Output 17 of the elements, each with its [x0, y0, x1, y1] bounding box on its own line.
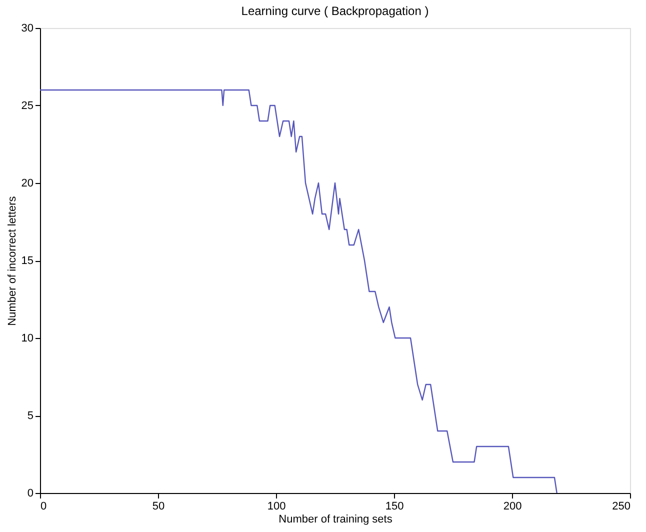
x-tick-label: 150 [385, 500, 404, 512]
y-tick-label: 20 [21, 178, 34, 190]
y-tick-label: 15 [21, 255, 34, 267]
y-tick-label: 25 [21, 100, 34, 112]
x-tick-label: 100 [267, 500, 286, 512]
line-series [39, 89, 558, 494]
y-tick-label: 30 [21, 22, 34, 34]
x-tick-label: 250 [612, 500, 630, 512]
chart-title: Learning curve ( Backpropagation ) [241, 4, 429, 18]
x-tick-label: 0 [40, 500, 47, 512]
x-axis-title: Number of training sets [278, 514, 393, 526]
y-tick-label: 0 [27, 488, 34, 500]
x-tick-label: 50 [152, 500, 165, 512]
x-tick-label: 200 [503, 500, 522, 512]
y-tick-label: 10 [21, 332, 34, 344]
y-axis-title: Number of incorrect letters [6, 196, 18, 326]
y-tick-label: 5 [27, 410, 34, 422]
